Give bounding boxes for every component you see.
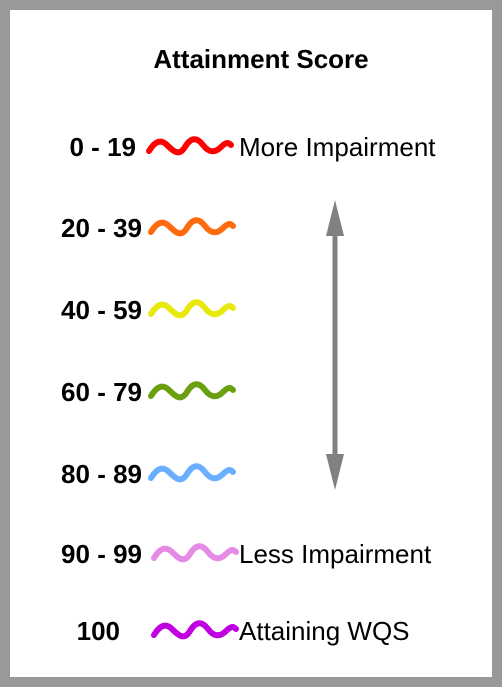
wavy-line-icon (148, 299, 236, 319)
legend-row: 40 - 59 (10, 290, 502, 330)
legend-title: Attainment Score (153, 44, 369, 74)
range-label: 90 - 99 (61, 539, 142, 569)
legend-row: 0 - 19 More Impairment (10, 127, 502, 167)
legend-row: 60 - 79 (10, 372, 502, 412)
legend-row: 20 - 39 (10, 208, 502, 248)
wavy-line-icon (151, 543, 239, 563)
wavy-line-icon (146, 136, 234, 156)
range-label: 0 - 19 (69, 132, 137, 162)
range-label: 100 (76, 616, 120, 646)
range-label: 60 - 79 (61, 377, 142, 407)
impairment-label: Less Impairment (239, 539, 432, 569)
range-label: 20 - 39 (61, 213, 142, 243)
wavy-line-icon (148, 217, 236, 237)
wavy-line-icon (151, 620, 239, 640)
wavy-line-icon (148, 463, 236, 483)
double-headed-vertical-arrow-icon (326, 200, 344, 490)
range-label: 40 - 59 (61, 295, 142, 325)
legend-row: 90 - 99 Less Impairment (10, 534, 502, 574)
range-label: 80 - 89 (61, 459, 142, 489)
attaining-label: Attaining WQS (239, 616, 410, 646)
legend-row: 80 - 89 (10, 454, 502, 494)
wavy-line-icon (148, 381, 236, 401)
legend-row: 100 Attaining WQS (10, 611, 502, 651)
impairment-label: More Impairment (239, 132, 436, 162)
